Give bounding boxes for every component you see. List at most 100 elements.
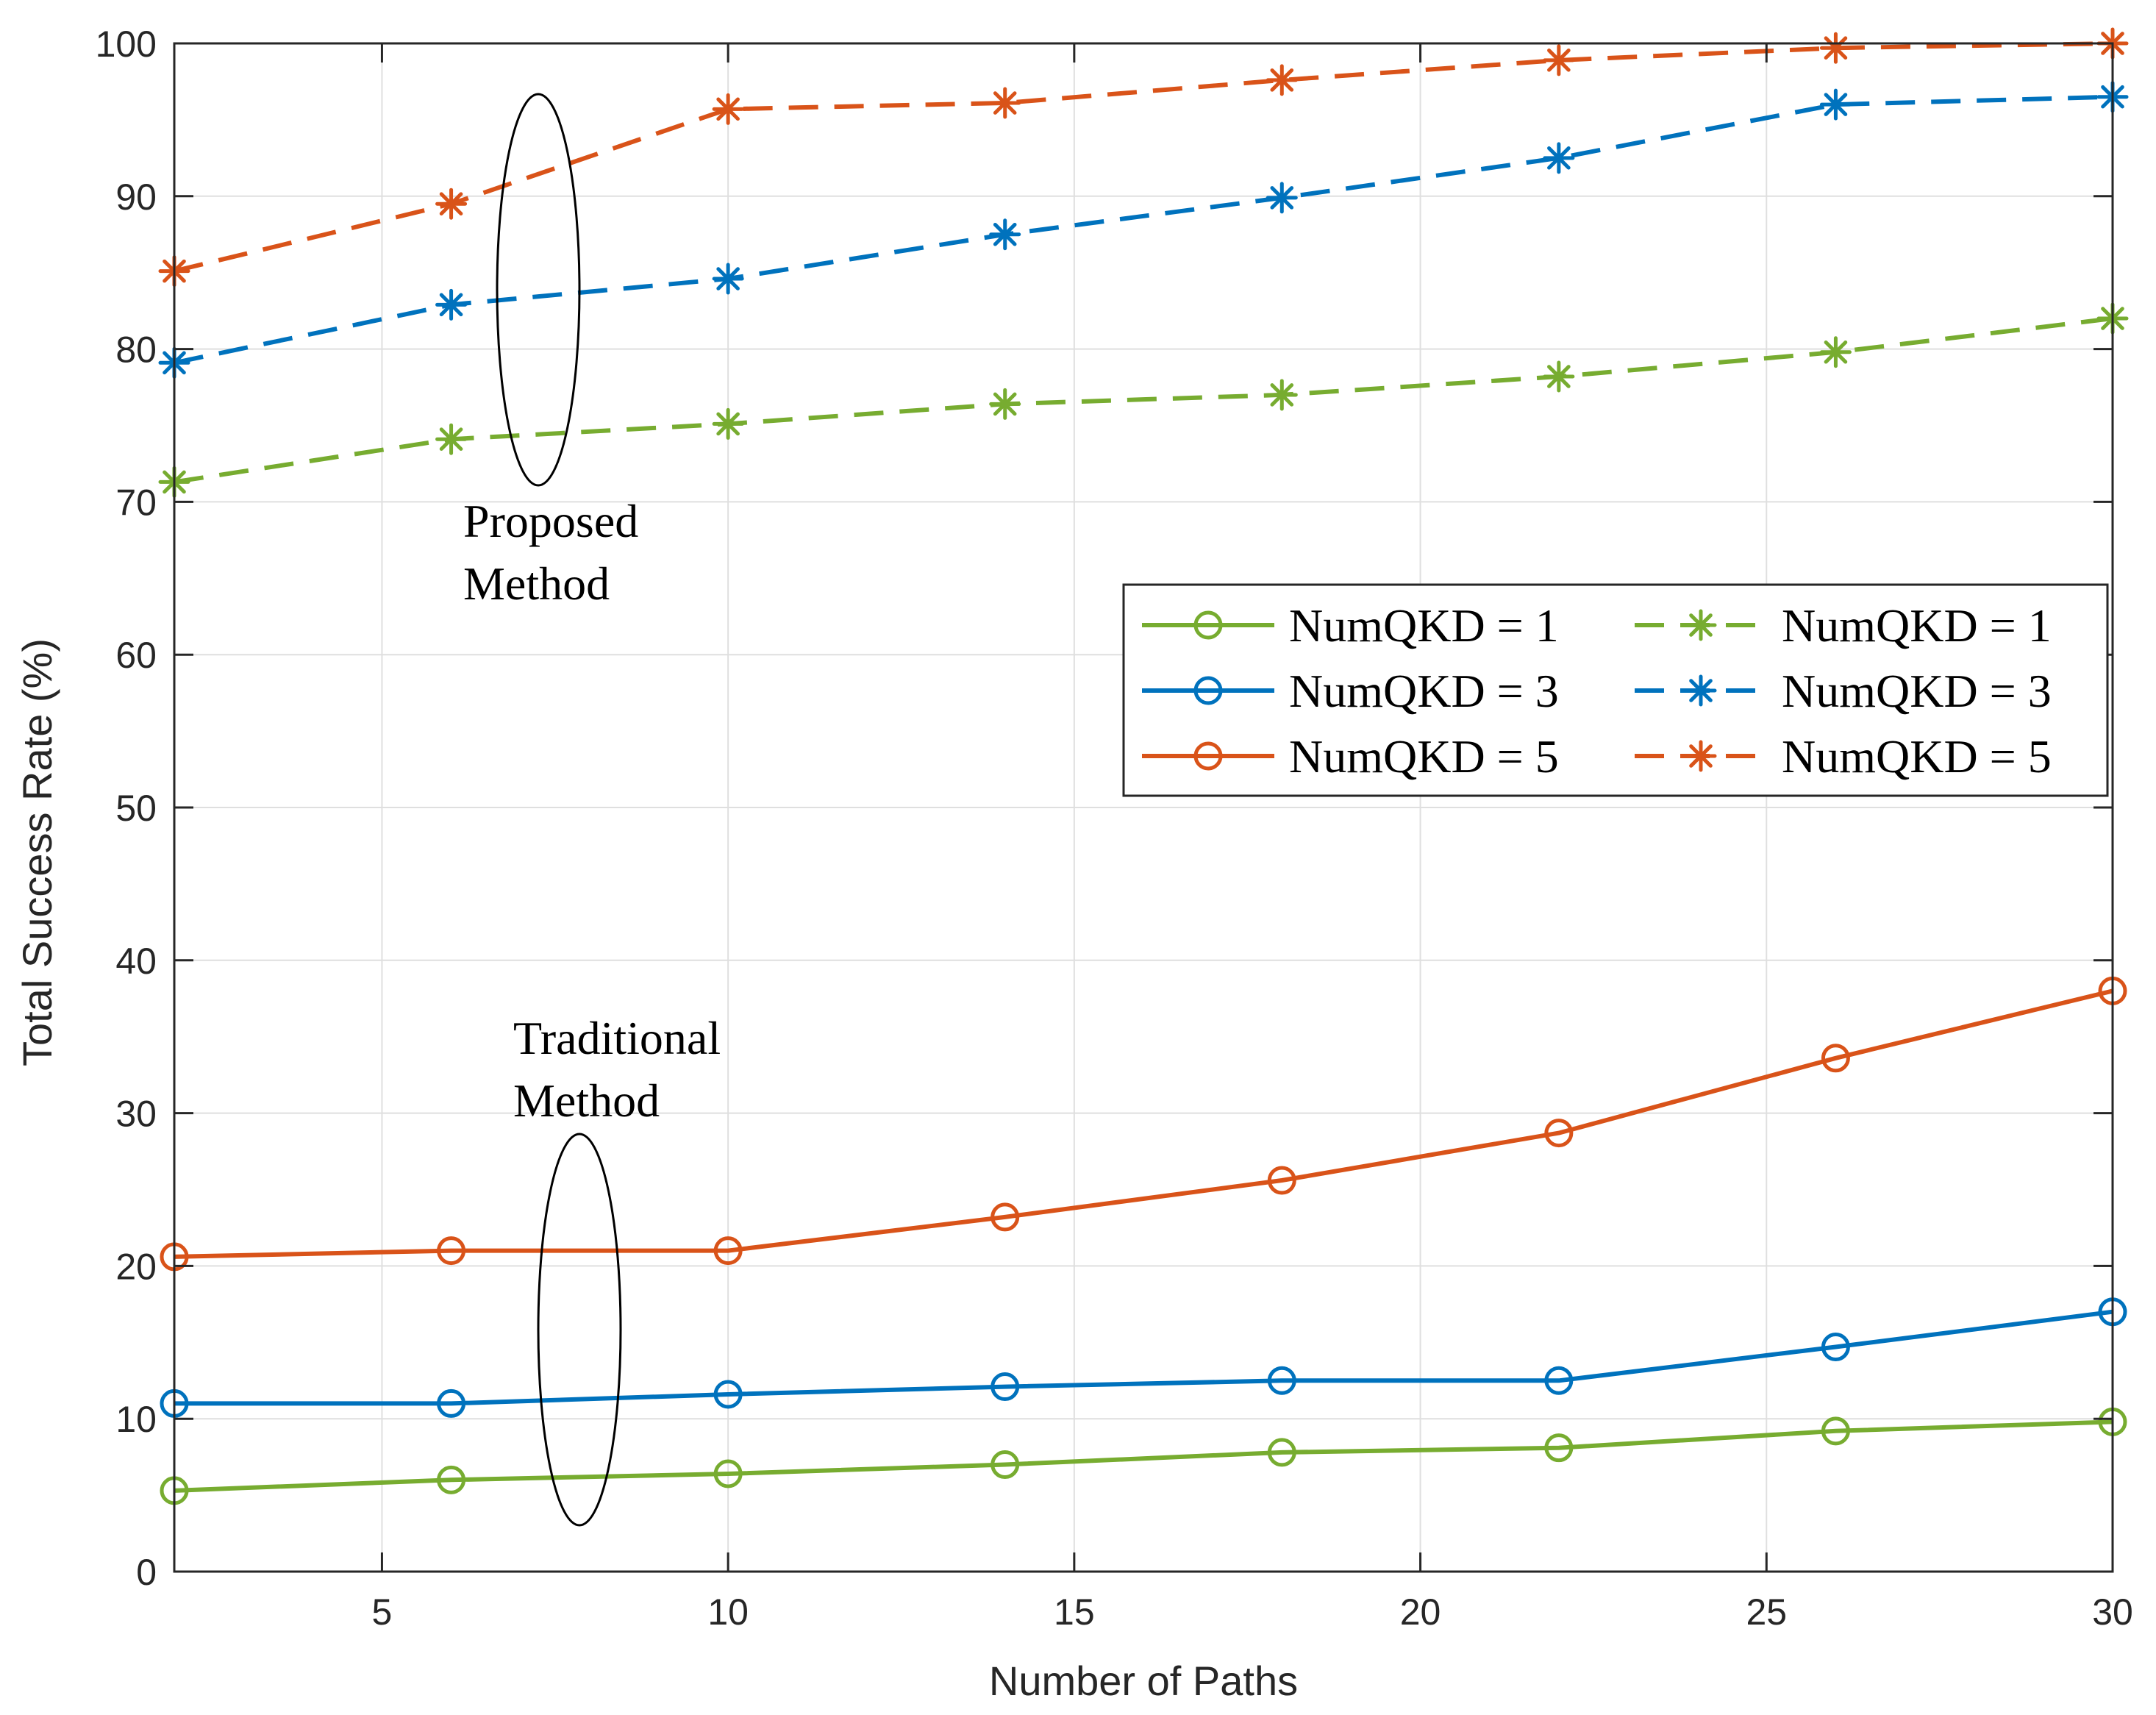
annotation-proposed-line1: Proposed bbox=[463, 495, 638, 547]
data-point-4-2-d2 bbox=[716, 267, 740, 290]
legend-label-3: NumQKD = 1 bbox=[1782, 599, 2052, 652]
data-point-1-1 bbox=[437, 1388, 466, 1418]
series-line-3 bbox=[174, 316, 2113, 485]
y-tick-label-70: 70 bbox=[115, 482, 157, 523]
annotation-proposed-line2: Method bbox=[463, 557, 610, 610]
data-point-5-1-d2 bbox=[439, 192, 463, 215]
data-point-4-5-d2 bbox=[1547, 146, 1571, 170]
y-tick-label-60: 60 bbox=[115, 635, 157, 676]
y-tick-label-40: 40 bbox=[115, 941, 157, 982]
data-point-5-4-d2 bbox=[1270, 68, 1294, 92]
annotation-traditional-line2: Method bbox=[513, 1074, 660, 1127]
data-point-0-1 bbox=[437, 1465, 466, 1494]
data-point-2-4 bbox=[1267, 1166, 1296, 1195]
data-point-3-5-d2 bbox=[1547, 365, 1571, 388]
data-point-5-2-d2 bbox=[716, 97, 740, 121]
legend-marker-3-d2 bbox=[1689, 613, 1713, 637]
legend-label-2: NumQKD = 5 bbox=[1289, 730, 1559, 782]
legend-label-0: NumQKD = 1 bbox=[1289, 599, 1559, 652]
data-point-4-3 bbox=[989, 218, 1021, 251]
x-tick-label-10: 10 bbox=[707, 1591, 749, 1633]
y-tick-label-100: 100 bbox=[96, 24, 157, 65]
x-tick-label-20: 20 bbox=[1400, 1591, 1441, 1633]
annotation-traditional-line1: Traditional bbox=[513, 1012, 721, 1064]
data-point-5-4 bbox=[1266, 64, 1298, 96]
data-point-5-6 bbox=[1819, 32, 1852, 64]
data-point-4-6-d2 bbox=[1824, 93, 1848, 116]
legend-marker-0 bbox=[1193, 610, 1223, 640]
data-point-2-2 bbox=[713, 1236, 743, 1266]
data-point-3-2 bbox=[712, 407, 744, 440]
y-tick-label-90: 90 bbox=[115, 177, 157, 218]
legend-marker-5-d2 bbox=[1689, 744, 1713, 768]
data-point-2-5 bbox=[1544, 1119, 1574, 1148]
data-point-2-6 bbox=[1821, 1044, 1850, 1073]
series-line-2 bbox=[174, 988, 2113, 1259]
data-point-1-5 bbox=[1544, 1366, 1574, 1395]
series-line-0 bbox=[174, 1419, 2113, 1493]
x-tick-label-25: 25 bbox=[1746, 1591, 1787, 1633]
legend-marker-1 bbox=[1193, 676, 1223, 705]
annotation-ellipse-proposed bbox=[496, 93, 581, 487]
data-point-5-3 bbox=[989, 87, 1021, 119]
data-point-3-4-d2 bbox=[1270, 383, 1294, 407]
legend-marker-5 bbox=[1685, 740, 1717, 772]
data-point-3-3 bbox=[989, 388, 1021, 420]
data-point-0-4 bbox=[1267, 1438, 1296, 1467]
x-tick-label-30: 30 bbox=[2092, 1591, 2133, 1633]
data-point-4-6 bbox=[1819, 88, 1852, 121]
data-point-3-5 bbox=[1543, 360, 1575, 393]
data-point-3-3-d2 bbox=[993, 392, 1017, 416]
data-point-1-6 bbox=[1821, 1333, 1850, 1362]
legend-marker-2 bbox=[1193, 741, 1223, 771]
y-tick-label-0: 0 bbox=[136, 1552, 157, 1593]
series-line-1 bbox=[174, 1309, 2113, 1406]
data-point-3-1 bbox=[435, 423, 468, 455]
data-point-2-3 bbox=[990, 1202, 1020, 1232]
data-point-0-6 bbox=[1821, 1416, 1850, 1446]
data-point-5-3-d2 bbox=[993, 91, 1017, 115]
data-point-1-2 bbox=[713, 1380, 743, 1409]
data-point-4-3-d2 bbox=[993, 222, 1017, 246]
annotations: Proposed Method Traditional Method bbox=[463, 93, 721, 1527]
data-point-4-4 bbox=[1266, 182, 1298, 214]
y-tick-label-20: 20 bbox=[115, 1246, 157, 1287]
data-point-0-2 bbox=[713, 1459, 743, 1488]
data-point-4-4-d2 bbox=[1270, 186, 1294, 210]
legend-label-1: NumQKD = 3 bbox=[1289, 665, 1559, 717]
data-point-5-2 bbox=[712, 93, 744, 125]
data-point-3-2-d2 bbox=[716, 412, 740, 436]
data-point-1-3 bbox=[990, 1372, 1020, 1402]
data-point-2-1 bbox=[437, 1236, 466, 1266]
x-axis-title: Number of Paths bbox=[989, 1658, 1298, 1704]
legend-box bbox=[1122, 583, 2109, 797]
x-tick-label-15: 15 bbox=[1054, 1591, 1095, 1633]
x-tick-label-5: 5 bbox=[372, 1591, 393, 1633]
legend: NumQKD = 1 NumQKD = 3 NumQKD = 5 NumQKD = 1… bbox=[1122, 583, 2109, 797]
y-tick-label-50: 50 bbox=[115, 788, 157, 829]
y-tick-label-10: 10 bbox=[115, 1399, 157, 1440]
data-point-3-6-d2 bbox=[1824, 340, 1848, 364]
legend-label-4: NumQKD = 3 bbox=[1782, 665, 2052, 717]
data-point-5-5-d2 bbox=[1547, 49, 1571, 72]
legend-marker-4 bbox=[1685, 674, 1717, 707]
data-point-3-6 bbox=[1819, 336, 1852, 368]
series-0 bbox=[160, 1407, 2127, 1505]
series-2 bbox=[160, 976, 2127, 1272]
data-point-3-1-d2 bbox=[439, 427, 463, 452]
axes: 5 10 15 20 25 30 0 10 20 30 40 50 60 70 80 90 100 bbox=[96, 24, 2133, 1633]
data-point-0-5 bbox=[1544, 1433, 1574, 1463]
data-point-4-1 bbox=[435, 288, 468, 321]
y-tick-label-80: 80 bbox=[115, 329, 157, 371]
y-axis-title: Total Success Rate (%) bbox=[14, 638, 60, 1066]
data-point-3-4 bbox=[1266, 379, 1298, 411]
data-point-4-1-d2 bbox=[439, 293, 463, 317]
legend-marker-4-d2 bbox=[1689, 679, 1713, 702]
data-point-5-6-d2 bbox=[1824, 36, 1848, 60]
series-line-5 bbox=[174, 41, 2113, 274]
data-point-5-5 bbox=[1543, 44, 1575, 76]
legend-marker-3 bbox=[1685, 609, 1717, 641]
annotation-ellipse-traditional bbox=[537, 1133, 622, 1527]
